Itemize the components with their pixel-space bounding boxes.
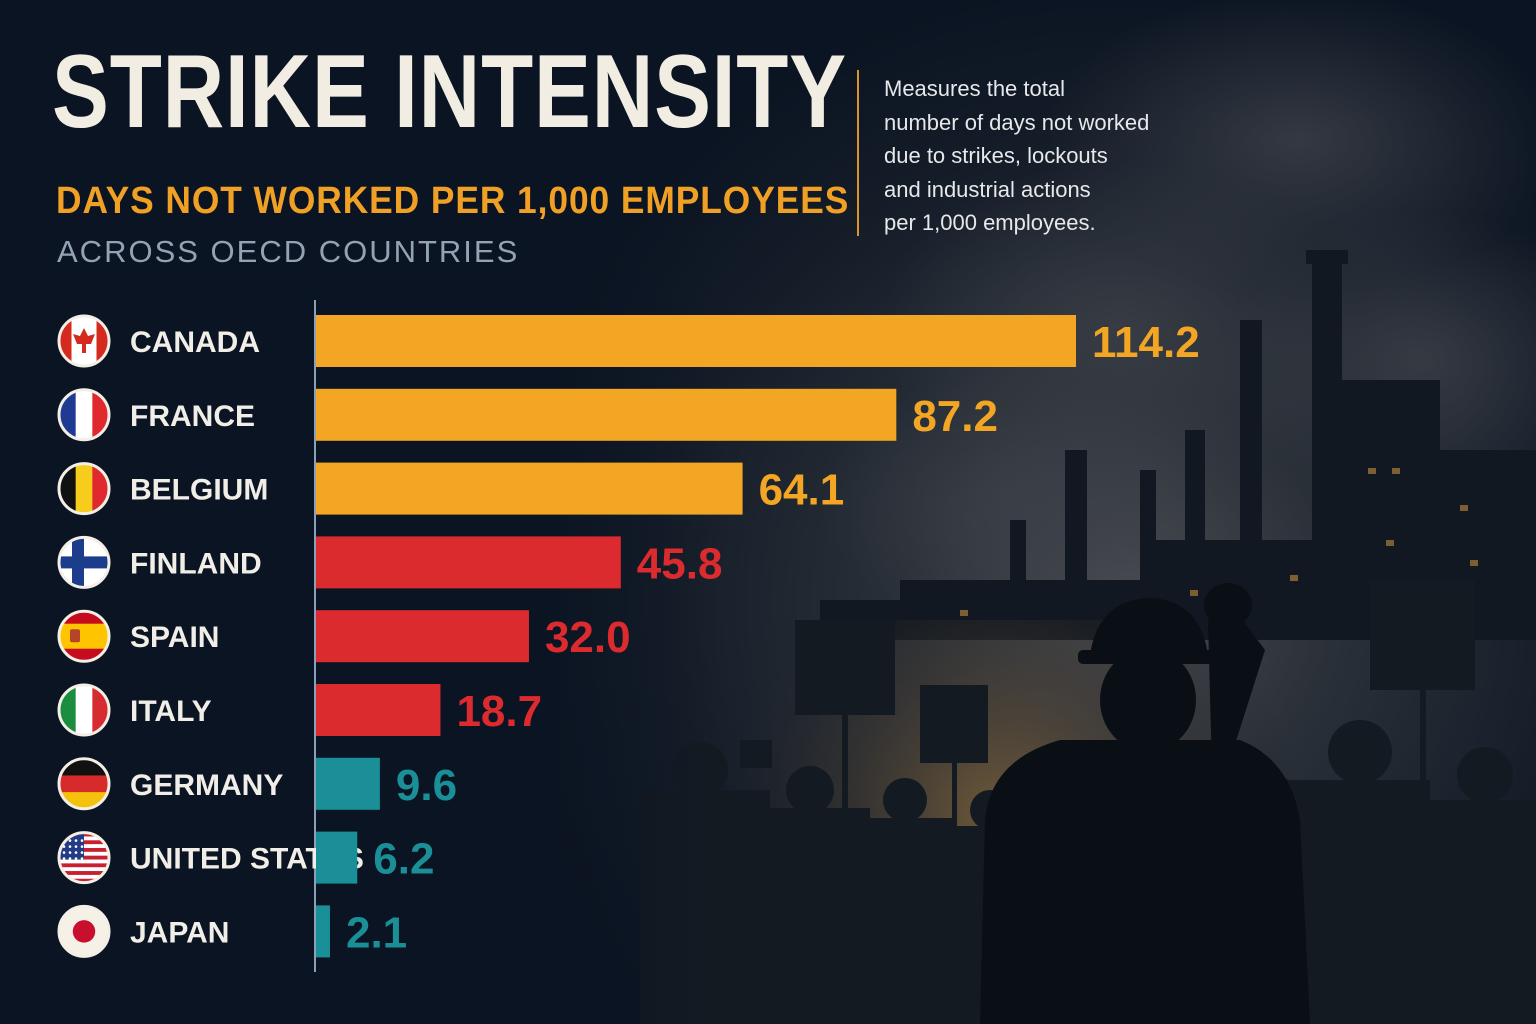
germany-flag-icon <box>57 757 111 811</box>
spain-flag-icon <box>57 609 111 663</box>
chart-description: Measures the total number of days not wo… <box>884 72 1184 240</box>
country-label: FRANCE <box>130 400 255 433</box>
value-label: 6.2 <box>373 835 434 884</box>
value-label: 9.6 <box>396 761 457 810</box>
japan-flag-icon <box>57 904 111 958</box>
bar-canada <box>316 315 1076 367</box>
country-label: SPAIN <box>130 621 219 654</box>
italy-flag-icon <box>57 683 111 737</box>
value-label: 45.8 <box>637 539 723 588</box>
country-label: BELGIUM <box>130 474 268 507</box>
description-divider <box>857 70 859 236</box>
finland-flag-icon <box>57 535 111 589</box>
chart-subtitle: DAYS NOT WORKED PER 1,000 EMPLOYEES <box>56 180 850 222</box>
description-line: per 1,000 employees. <box>884 210 1096 235</box>
description-line: Measures the total <box>884 76 1065 101</box>
bar-finland <box>316 536 621 589</box>
description-line: due to strikes, lockouts <box>884 143 1108 168</box>
value-label: 87.2 <box>912 392 998 441</box>
canada-flag-icon <box>57 314 111 368</box>
country-label: FINLAND <box>130 547 262 580</box>
country-label: CANADA <box>130 326 260 359</box>
bar-japan <box>316 905 330 958</box>
united-states-flag-icon <box>57 831 111 885</box>
value-label: 18.7 <box>456 687 542 736</box>
bar-germany <box>316 757 380 810</box>
description-line: number of days not worked <box>884 109 1150 135</box>
france-flag-icon <box>57 388 111 442</box>
description-line: and industrial actions <box>884 176 1091 202</box>
value-label: 32.0 <box>545 613 631 662</box>
chart-tagline: ACROSS OECD COUNTRIES <box>57 234 520 269</box>
country-label: ITALY <box>130 695 212 728</box>
chart-title: STRIKE INTENSITY <box>52 34 847 150</box>
value-label: 64.1 <box>759 466 845 515</box>
bar-belgium <box>316 462 743 515</box>
bar-france <box>316 388 897 441</box>
strike-intensity-bar-chart: CANADA 114.2 FRANCE 87.2 BELGIUM 64.1 FINLAND 4… <box>57 300 1200 972</box>
bar-united-states <box>316 831 358 884</box>
belgium-flag-icon <box>57 462 111 516</box>
bar-italy <box>316 684 441 736</box>
country-label: JAPAN <box>130 916 229 949</box>
value-label: 2.1 <box>346 908 407 957</box>
value-label: 114.2 <box>1092 318 1200 367</box>
bar-spain <box>316 610 529 663</box>
country-label: GERMANY <box>130 769 283 802</box>
